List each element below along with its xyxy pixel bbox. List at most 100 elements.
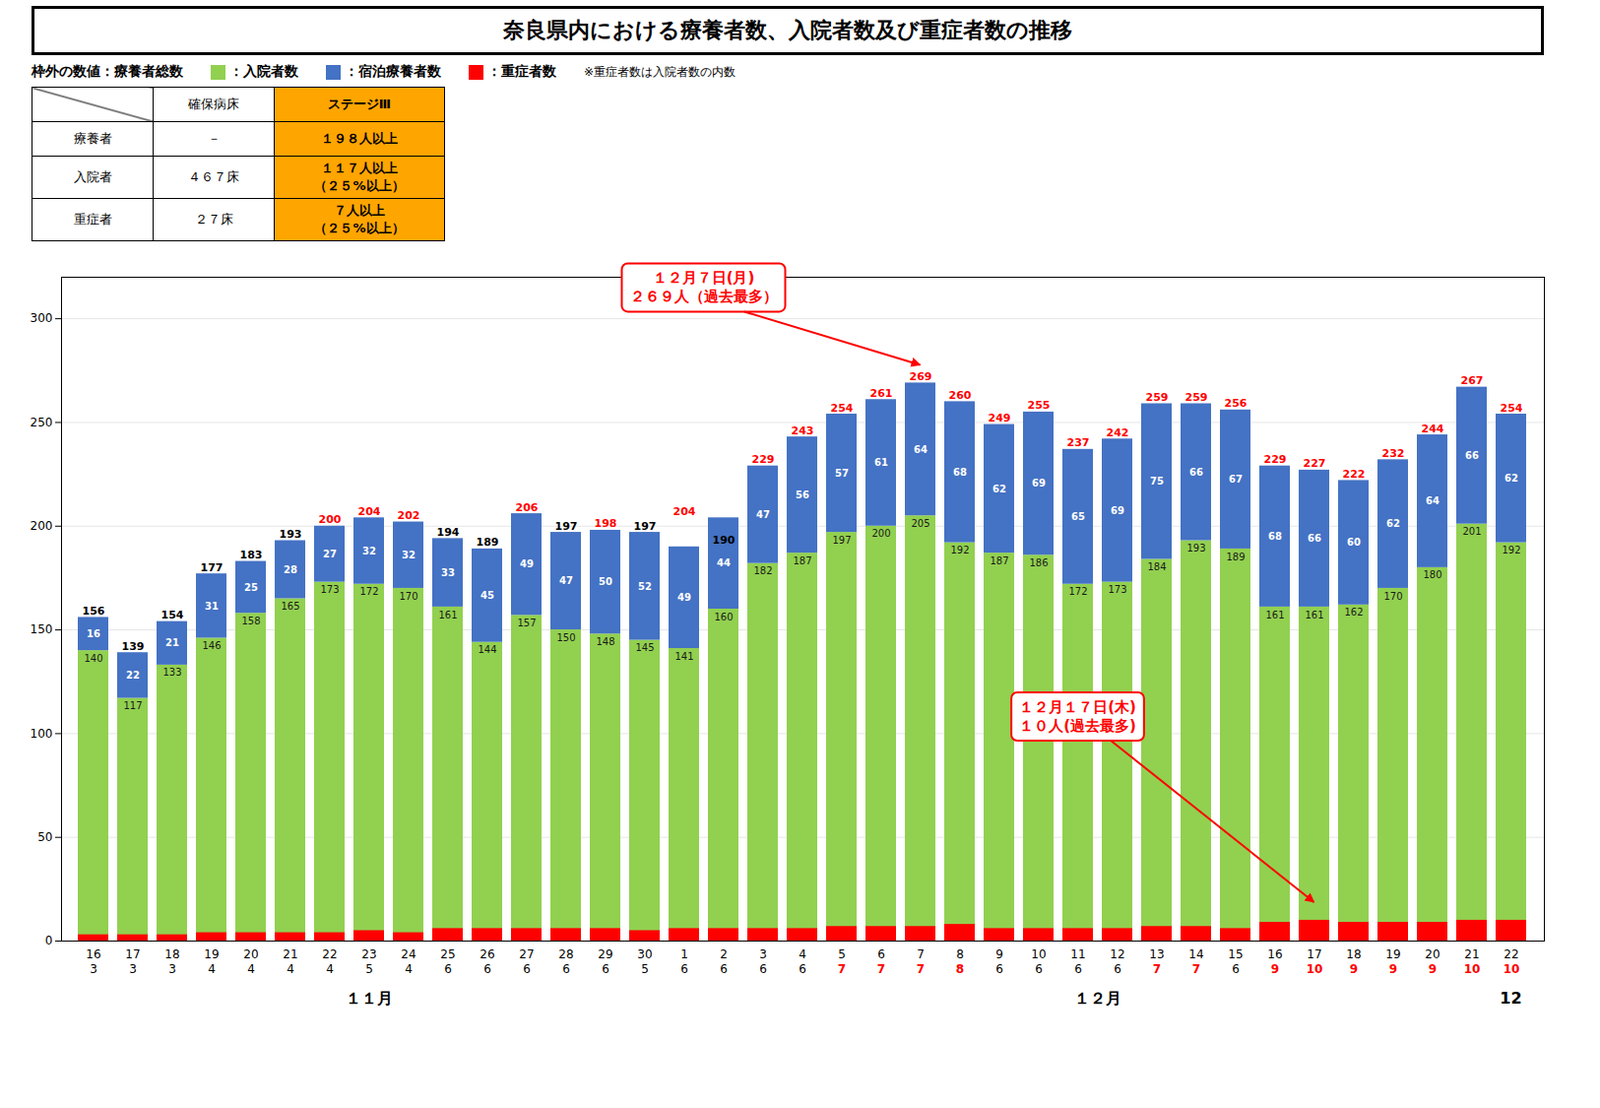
svg-text:177: 177	[200, 561, 224, 575]
svg-text:１１月: １１月	[345, 988, 393, 1008]
svg-text:32: 32	[362, 545, 377, 557]
svg-text:193: 193	[1186, 542, 1206, 554]
svg-text:170: 170	[1383, 590, 1403, 602]
svg-text:17: 17	[1306, 947, 1322, 961]
svg-text:204: 204	[673, 505, 697, 518]
svg-text:24: 24	[400, 947, 416, 961]
svg-text:14: 14	[1188, 947, 1204, 961]
svg-text:256: 256	[1224, 396, 1248, 410]
svg-text:7: 7	[916, 947, 925, 961]
svg-text:66: 66	[1465, 449, 1479, 461]
svg-text:222: 222	[1343, 467, 1366, 481]
svg-text:１２月: １２月	[1074, 988, 1122, 1008]
svg-text:205: 205	[910, 517, 930, 529]
svg-text:4: 4	[325, 961, 334, 976]
svg-text:202: 202	[397, 509, 421, 522]
svg-text:13: 13	[1149, 947, 1164, 961]
svg-text:27: 27	[322, 548, 337, 560]
svg-text:161: 161	[1304, 608, 1324, 620]
svg-text:139: 139	[122, 640, 145, 653]
svg-text:6: 6	[483, 961, 492, 976]
svg-text:47: 47	[756, 509, 770, 520]
svg-text:3: 3	[128, 961, 137, 976]
svg-text:161: 161	[1265, 608, 1284, 620]
svg-text:6: 6	[1034, 961, 1043, 976]
svg-text:180: 180	[1422, 569, 1442, 580]
svg-text:69: 69	[1110, 505, 1125, 516]
svg-text:9: 9	[995, 947, 1004, 961]
svg-text:2: 2	[719, 947, 728, 961]
svg-text:162: 162	[1344, 606, 1363, 618]
svg-text:16: 16	[86, 628, 101, 640]
svg-text:173: 173	[320, 583, 339, 595]
svg-text:150: 150	[556, 632, 576, 643]
svg-text:22: 22	[321, 947, 337, 961]
svg-text:6: 6	[680, 961, 689, 976]
svg-text:141: 141	[674, 650, 694, 662]
svg-text:9: 9	[1389, 961, 1398, 976]
svg-text:7: 7	[1152, 961, 1161, 976]
svg-text:7: 7	[877, 961, 886, 976]
svg-text:26: 26	[479, 947, 495, 961]
svg-text:47: 47	[559, 575, 574, 586]
svg-text:6: 6	[1113, 961, 1122, 976]
svg-text:172: 172	[1068, 585, 1088, 597]
svg-text:5: 5	[837, 947, 846, 961]
svg-text:66: 66	[1189, 466, 1204, 478]
svg-text:160: 160	[713, 611, 733, 623]
svg-text:62: 62	[1386, 517, 1401, 529]
svg-text:7: 7	[1192, 961, 1201, 976]
svg-text:8: 8	[956, 947, 964, 961]
svg-text:232: 232	[1382, 447, 1406, 460]
svg-text:22: 22	[1503, 947, 1519, 961]
svg-text:4: 4	[207, 961, 216, 976]
svg-text:4: 4	[247, 961, 256, 976]
svg-text:50: 50	[598, 576, 613, 587]
svg-text:259: 259	[1146, 390, 1169, 404]
svg-text:6: 6	[798, 961, 807, 976]
svg-text:10: 10	[1464, 961, 1481, 976]
svg-text:68: 68	[1268, 530, 1282, 542]
svg-text:254: 254	[1500, 401, 1524, 415]
svg-text:154: 154	[161, 608, 185, 622]
svg-text:198: 198	[594, 516, 618, 530]
svg-text:201: 201	[1462, 525, 1481, 537]
svg-text:１２月７日(月)２６９人（過去最多）: １２月７日(月)２６９人（過去最多）	[630, 268, 778, 306]
svg-text:197: 197	[555, 519, 578, 533]
svg-text:27: 27	[518, 947, 534, 961]
svg-text:18: 18	[1345, 947, 1361, 961]
svg-text:3: 3	[168, 961, 177, 976]
svg-text:249: 249	[988, 411, 1012, 425]
svg-text:62: 62	[992, 483, 1007, 495]
svg-text:9: 9	[1349, 961, 1358, 976]
svg-text:229: 229	[752, 452, 775, 466]
svg-text:300: 300	[30, 311, 54, 325]
svg-text:28: 28	[558, 947, 574, 961]
svg-text:18: 18	[164, 947, 180, 961]
svg-text:6: 6	[995, 961, 1004, 976]
svg-text:49: 49	[519, 558, 534, 570]
svg-text:12: 12	[1109, 947, 1125, 961]
svg-text:192: 192	[1501, 544, 1521, 556]
svg-text:75: 75	[1150, 475, 1164, 487]
svg-text:187: 187	[989, 555, 1009, 567]
svg-text:32: 32	[401, 549, 416, 561]
svg-text:189: 189	[1225, 551, 1245, 563]
svg-text:7: 7	[837, 961, 846, 976]
svg-text:255: 255	[1027, 398, 1051, 412]
svg-text:182: 182	[753, 565, 772, 576]
svg-text:6: 6	[1074, 961, 1083, 976]
svg-text:15: 15	[1227, 947, 1243, 961]
svg-text:237: 237	[1067, 436, 1090, 449]
svg-text:229: 229	[1264, 452, 1287, 466]
svg-text:9: 9	[1271, 961, 1280, 976]
svg-text:194: 194	[437, 525, 460, 539]
svg-text:117: 117	[123, 700, 142, 711]
svg-text:158: 158	[241, 615, 260, 627]
svg-text:6: 6	[759, 961, 768, 976]
svg-text:17: 17	[125, 947, 140, 961]
svg-text:30: 30	[637, 947, 652, 961]
svg-text:19: 19	[1385, 947, 1401, 961]
svg-text:140: 140	[83, 652, 103, 664]
svg-text:7: 7	[916, 961, 925, 976]
